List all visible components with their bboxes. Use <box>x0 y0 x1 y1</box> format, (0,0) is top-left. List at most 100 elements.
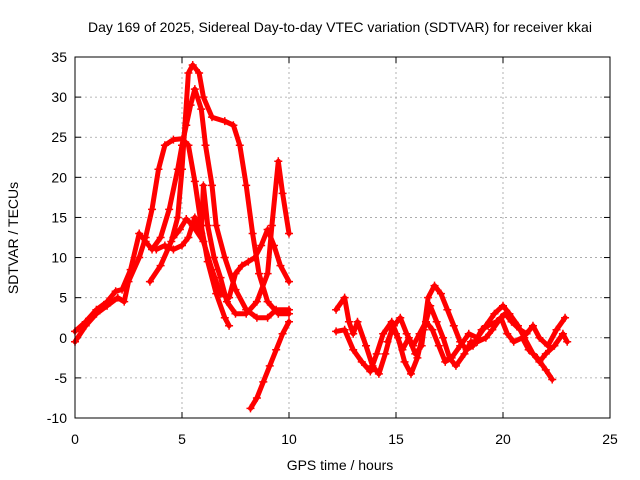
data-point-marker <box>81 317 90 326</box>
series-track-7 <box>332 281 570 378</box>
data-point-marker <box>141 237 150 246</box>
data-point-marker <box>415 329 424 338</box>
data-point-marker <box>421 317 430 326</box>
data-point-marker <box>447 353 456 362</box>
data-point-marker <box>237 261 246 270</box>
data-point-marker <box>436 289 445 298</box>
data-point-marker <box>184 69 193 78</box>
data-point-marker <box>349 329 358 338</box>
data-point-marker <box>252 313 261 322</box>
x-axis-label: GPS time / hours <box>287 457 394 473</box>
data-point-marker <box>212 221 221 230</box>
data-point-marker <box>199 181 208 190</box>
data-point-marker <box>220 117 229 126</box>
series-track-5 <box>152 157 293 318</box>
series-trace <box>153 158 292 317</box>
data-point-marker <box>267 221 276 230</box>
y-tick-label: -5 <box>55 370 68 386</box>
data-point-marker <box>220 313 229 322</box>
data-point-marker <box>409 341 418 350</box>
data-series <box>71 61 572 413</box>
x-tick-label: 20 <box>495 431 511 447</box>
data-point-marker <box>561 313 570 322</box>
data-point-marker <box>473 333 482 342</box>
data-point-marker <box>563 337 572 346</box>
data-point-marker <box>257 241 266 250</box>
y-tick-label: 30 <box>51 89 67 105</box>
data-point-marker <box>242 309 251 318</box>
data-point-marker <box>165 205 174 214</box>
data-point-marker <box>278 329 287 338</box>
data-point-marker <box>550 341 559 350</box>
data-point-marker <box>548 375 557 384</box>
data-point-marker <box>490 309 499 318</box>
data-point-marker <box>413 353 422 362</box>
data-point-marker <box>451 361 460 370</box>
data-point-marker <box>366 367 375 376</box>
data-point-marker <box>362 341 371 350</box>
data-point-marker <box>285 277 293 286</box>
data-point-marker <box>135 229 144 238</box>
data-point-marker <box>430 281 439 290</box>
data-point-marker <box>178 165 186 174</box>
data-point-marker <box>120 297 129 306</box>
x-tick-label: 10 <box>281 431 297 447</box>
y-tick-label: 25 <box>51 129 67 145</box>
data-point-marker <box>439 333 448 342</box>
y-tick-label: 0 <box>59 330 67 346</box>
y-tick-label: -10 <box>47 410 67 426</box>
series-track-9 <box>383 301 572 366</box>
data-point-marker <box>248 229 257 238</box>
grid <box>75 57 610 418</box>
y-tick-label: 35 <box>51 49 67 65</box>
y-tick-label: 5 <box>59 290 67 306</box>
data-point-marker <box>169 233 178 242</box>
chart-title: Day 169 of 2025, Sidereal Day-to-day VTE… <box>88 19 592 35</box>
x-tick-label: 25 <box>602 431 618 447</box>
data-point-marker <box>349 345 358 354</box>
axis-ticks: 0 5 10 15 20 25 -10 -5 0 5 10 15 20 25 30 35 <box>47 49 618 447</box>
data-point-marker <box>528 349 537 358</box>
data-point-marker <box>197 105 206 114</box>
data-point-marker <box>274 309 283 318</box>
data-point-marker <box>190 213 199 222</box>
data-point-marker <box>488 325 497 334</box>
data-point-marker <box>443 305 452 314</box>
data-point-marker <box>505 309 514 318</box>
data-point-marker <box>126 265 135 274</box>
data-point-marker <box>160 141 169 150</box>
data-point-marker <box>220 253 229 262</box>
data-point-marker <box>278 189 287 198</box>
data-point-marker <box>541 349 550 358</box>
data-point-marker <box>285 229 293 238</box>
data-point-marker <box>372 349 381 358</box>
data-point-marker <box>432 317 441 326</box>
data-point-marker <box>178 241 186 250</box>
data-point-marker <box>184 233 193 242</box>
data-point-marker <box>285 317 293 326</box>
data-point-marker <box>231 309 240 318</box>
y-tick-label: 10 <box>51 250 67 266</box>
data-point-marker <box>381 349 390 358</box>
data-point-marker <box>135 253 144 262</box>
data-point-marker <box>207 113 216 122</box>
data-point-marker <box>156 261 165 270</box>
data-point-marker <box>274 157 283 166</box>
data-point-marker <box>263 313 272 322</box>
data-point-marker <box>207 181 216 190</box>
data-point-marker <box>263 297 272 306</box>
data-point-marker <box>509 337 518 346</box>
data-point-marker <box>169 135 178 144</box>
data-point-marker <box>207 265 216 274</box>
data-point-marker <box>92 305 101 314</box>
data-point-marker <box>216 273 225 282</box>
data-point-marker <box>394 333 403 342</box>
data-point-marker <box>332 305 341 314</box>
data-point-marker <box>199 237 208 246</box>
data-point-marker <box>456 341 465 350</box>
data-point-marker <box>229 121 238 130</box>
data-point-marker <box>541 365 550 374</box>
data-point-marker <box>499 301 507 310</box>
data-point-marker <box>169 245 178 254</box>
